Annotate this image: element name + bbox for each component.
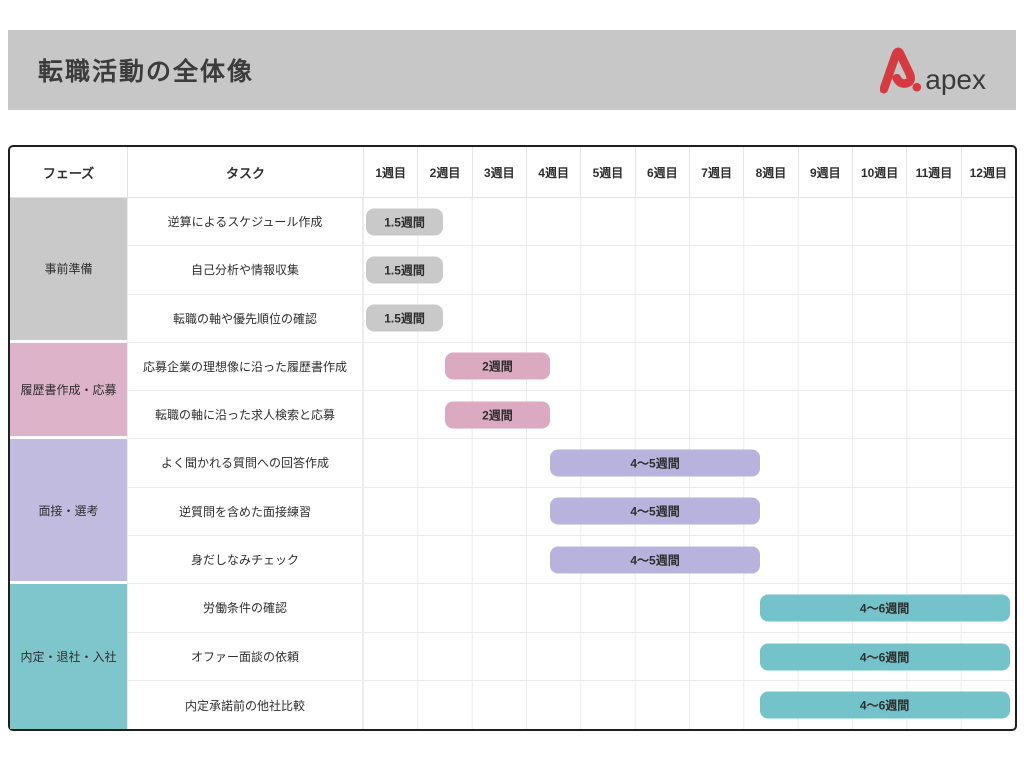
gantt-bar: 2週間 xyxy=(444,352,551,380)
phase-group: 面接・選考 よく聞かれる質問への回答作成 4〜5週間 逆質問を含めた面接練習 4〜5週間… xyxy=(10,439,1015,585)
gantt-bar: 2週間 xyxy=(444,401,551,429)
task-row: 逆質問を含めた面接練習 4〜5週間 xyxy=(127,487,1015,536)
gantt-header-row: フェーズ タスク 1週目 2週目 3週目 4週目 5週目 6週目 7週目 8週目 9週目 10週目… xyxy=(10,147,1015,198)
phase-rows: 労働条件の確認 4〜6週間 オファー面談の依頼 4〜6週間 内定承諾前の他社比較 4〜6週… xyxy=(127,584,1015,729)
week-header: 6週目 xyxy=(634,147,689,197)
slide-header-band: 転職活動の全体像 apex xyxy=(8,30,1016,110)
phase-cell: 事前準備 xyxy=(10,198,127,343)
task-label: 身だしなみチェック xyxy=(127,535,362,584)
task-row: 労働条件の確認 4〜6週間 xyxy=(127,584,1015,633)
task-row: 転職の軸に沿った求人検索と応募 2週間 xyxy=(127,391,1015,440)
task-timeline: 2週間 xyxy=(362,391,1015,439)
task-timeline: 4〜5週間 xyxy=(362,535,1015,584)
task-label: 逆質問を含めた面接練習 xyxy=(127,487,362,535)
gantt-table: フェーズ タスク 1週目 2週目 3週目 4週目 5週目 6週目 7週目 8週目 9週目 10週目… xyxy=(8,145,1017,731)
task-label: オファー面談の依頼 xyxy=(127,632,362,681)
phase-rows: 応募企業の理想像に沿った履歴書作成 2週間 転職の軸に沿った求人検索と応募 2週間 xyxy=(127,342,1015,440)
gantt-bar: 4〜6週間 xyxy=(759,594,1010,622)
task-timeline: 4〜5週間 xyxy=(362,439,1015,487)
week-header: 2週目 xyxy=(417,147,471,197)
gantt-bar: 1.5週間 xyxy=(365,256,444,284)
task-row: 応募企業の理想像に沿った履歴書作成 2週間 xyxy=(127,342,1015,392)
task-label: 逆算によるスケジュール作成 xyxy=(127,198,362,246)
week-header: 4週目 xyxy=(525,147,580,197)
phase-cell: 面接・選考 xyxy=(10,439,127,585)
week-header: 10週目 xyxy=(851,147,906,197)
task-row: 転職の軸や優先順位の確認 1.5週間 xyxy=(127,294,1015,343)
task-label: 応募企業の理想像に沿った履歴書作成 xyxy=(127,342,362,391)
task-row: よく聞かれる質問への回答作成 4〜5週間 xyxy=(127,439,1015,488)
page-title: 転職活動の全体像 xyxy=(38,58,255,86)
week-header: 7週目 xyxy=(688,147,743,197)
phase-cell: 履歴書作成・応募 xyxy=(10,342,127,440)
apex-logo-text: apex xyxy=(925,64,986,96)
week-header: 3週目 xyxy=(471,147,526,197)
task-label: 自己分析や情報収集 xyxy=(127,246,362,294)
task-timeline: 4〜6週間 xyxy=(362,584,1015,632)
task-timeline: 1.5週間 xyxy=(362,198,1015,246)
column-header-phase: フェーズ xyxy=(42,165,95,181)
gantt-bar: 4〜6週間 xyxy=(759,691,1010,719)
task-timeline: 2週間 xyxy=(362,342,1015,391)
week-header: 8週目 xyxy=(743,147,797,197)
week-header: 5週目 xyxy=(580,147,634,197)
apex-logo: apex xyxy=(880,46,986,94)
gantt-bar: 1.5週間 xyxy=(365,208,444,236)
task-timeline: 1.5週間 xyxy=(362,246,1015,294)
task-label: 内定承諾前の他社比較 xyxy=(127,681,362,729)
week-header: 12週目 xyxy=(960,147,1015,197)
task-timeline: 4〜6週間 xyxy=(362,681,1015,729)
task-label: 転職の軸に沿った求人検索と応募 xyxy=(127,391,362,439)
column-header-task: タスク xyxy=(127,147,363,197)
phase-group: 内定・退社・入社 労働条件の確認 4〜6週間 オファー面談の依頼 4〜6週間 内定承諾前の… xyxy=(10,584,1015,729)
week-header: 9週目 xyxy=(797,147,852,197)
task-timeline: 4〜5週間 xyxy=(362,487,1015,535)
gantt-bar: 4〜5週間 xyxy=(550,449,760,477)
task-row: オファー面談の依頼 4〜6週間 xyxy=(127,632,1015,682)
gantt-bar: 4〜5週間 xyxy=(550,497,760,525)
task-label: よく聞かれる質問への回答作成 xyxy=(127,439,362,487)
week-headers: 1週目 2週目 3週目 4週目 5週目 6週目 7週目 8週目 9週目 10週目 11週目 12週目 xyxy=(363,147,1015,197)
task-timeline: 4〜6週間 xyxy=(362,632,1015,681)
task-row: 内定承諾前の他社比較 4〜6週間 xyxy=(127,681,1015,729)
task-row: 身だしなみチェック 4〜5週間 xyxy=(127,535,1015,585)
task-label: 労働条件の確認 xyxy=(127,584,362,632)
gantt-bar: 4〜6週間 xyxy=(759,643,1010,671)
phase-rows: 逆算によるスケジュール作成 1.5週間 自己分析や情報収集 1.5週間 転職の軸や優先順… xyxy=(127,198,1015,343)
gantt-bar: 1.5週間 xyxy=(365,304,444,332)
phase-rows: よく聞かれる質問への回答作成 4〜5週間 逆質問を含めた面接練習 4〜5週間 身だしなみ… xyxy=(127,439,1015,585)
phase-cell: 内定・退社・入社 xyxy=(10,584,127,729)
task-label: 転職の軸や優先順位の確認 xyxy=(127,294,362,342)
week-header: 1週目 xyxy=(363,147,417,197)
task-row: 自己分析や情報収集 1.5週間 xyxy=(127,246,1015,295)
gantt-body: 事前準備 逆算によるスケジュール作成 1.5週間 自己分析や情報収集 1.5週間 転職の軸… xyxy=(10,198,1015,729)
phase-group: 履歴書作成・応募 応募企業の理想像に沿った履歴書作成 2週間 転職の軸に沿った求人検索… xyxy=(10,342,1015,440)
apex-logo-icon xyxy=(880,47,922,94)
task-row: 逆算によるスケジュール作成 1.5週間 xyxy=(127,198,1015,247)
gantt-bar: 4〜5週間 xyxy=(550,546,760,574)
phase-group: 事前準備 逆算によるスケジュール作成 1.5週間 自己分析や情報収集 1.5週間 転職の軸… xyxy=(10,198,1015,343)
task-timeline: 1.5週間 xyxy=(362,294,1015,342)
week-header: 11週目 xyxy=(906,147,960,197)
